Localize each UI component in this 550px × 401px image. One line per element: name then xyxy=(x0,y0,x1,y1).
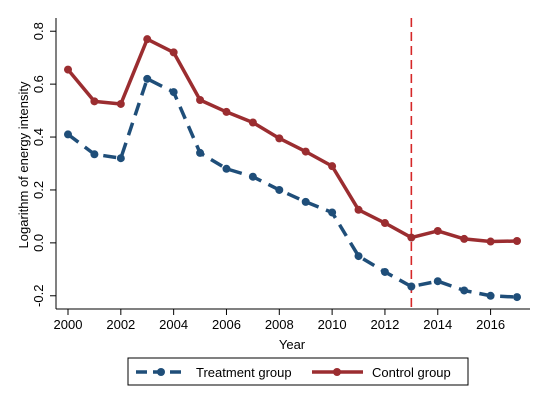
x-tick-label: 2008 xyxy=(265,317,294,332)
series-layer xyxy=(64,35,521,302)
y-tick-label: 0.8 xyxy=(31,22,46,40)
series-line-treatment xyxy=(66,77,518,299)
data-point-control xyxy=(380,219,389,228)
y-tick-label: -0.2 xyxy=(31,285,46,307)
data-point-control xyxy=(301,147,310,156)
data-point-treatment xyxy=(248,172,257,181)
data-point-control xyxy=(486,237,495,246)
data-point-treatment xyxy=(354,252,363,261)
data-point-control xyxy=(64,65,72,74)
x-ticks: 2000 2002 2004 2006 2008 2010 2012 2014 2016 xyxy=(54,309,505,332)
y-ticks: -0.2 0.0 0.2 0.4 0.6 0.8 xyxy=(31,22,56,307)
data-point-control xyxy=(460,234,469,243)
data-point-control xyxy=(90,97,99,106)
data-point-treatment xyxy=(196,148,205,157)
data-point-control xyxy=(407,233,416,242)
x-tick-label: 2016 xyxy=(476,317,505,332)
data-point-treatment xyxy=(169,88,178,97)
x-tick-label: 2014 xyxy=(423,317,452,332)
series-line-control xyxy=(66,37,518,244)
data-point-control xyxy=(275,134,284,143)
x-tick-label: 2004 xyxy=(159,317,188,332)
legend-item-control: Control group xyxy=(312,365,451,380)
data-point-treatment xyxy=(222,164,231,173)
legend: Treatment group Control group xyxy=(127,357,469,386)
data-point-control xyxy=(143,35,152,44)
x-tick-label: 2012 xyxy=(370,317,399,332)
data-point-treatment xyxy=(64,130,72,139)
data-point-treatment xyxy=(328,208,337,217)
x-tick-label: 2010 xyxy=(318,317,347,332)
data-point-control xyxy=(328,162,337,171)
y-tick-label: 0.2 xyxy=(31,181,46,199)
legend-label-control: Control group xyxy=(372,365,451,380)
data-point-control xyxy=(222,107,231,116)
x-tick-label: 2000 xyxy=(54,317,83,332)
y-tick-label: 0.0 xyxy=(31,234,46,252)
y-tick-label: 0.6 xyxy=(31,75,46,93)
data-point-control xyxy=(513,237,521,246)
legend-box xyxy=(127,357,469,386)
data-point-treatment xyxy=(116,154,125,163)
legend-marker-treatment xyxy=(157,368,165,376)
data-point-control xyxy=(433,226,442,235)
data-point-treatment xyxy=(90,150,99,159)
legend-label-treatment: Treatment group xyxy=(196,365,292,380)
data-point-treatment xyxy=(143,74,152,83)
data-point-treatment xyxy=(460,286,469,295)
legend-item-treatment: Treatment group xyxy=(136,365,292,380)
data-point-control xyxy=(169,48,178,57)
y-axis-label: Logarithm of energy intensity xyxy=(16,81,31,248)
data-point-treatment xyxy=(433,277,442,286)
data-point-control xyxy=(354,205,363,214)
data-point-treatment xyxy=(486,291,495,300)
legend-marker-control xyxy=(333,368,341,376)
data-point-treatment xyxy=(301,197,310,206)
data-point-control xyxy=(116,99,125,108)
x-tick-label: 2002 xyxy=(106,317,135,332)
data-point-treatment xyxy=(407,282,416,291)
data-point-control xyxy=(196,96,205,105)
y-tick-label: 0.4 xyxy=(31,128,46,146)
data-point-treatment xyxy=(275,185,284,194)
data-point-treatment xyxy=(513,293,521,302)
data-point-treatment xyxy=(380,267,389,276)
x-axis-label: Year xyxy=(279,337,306,352)
data-point-control xyxy=(248,118,257,127)
x-tick-label: 2006 xyxy=(212,317,241,332)
